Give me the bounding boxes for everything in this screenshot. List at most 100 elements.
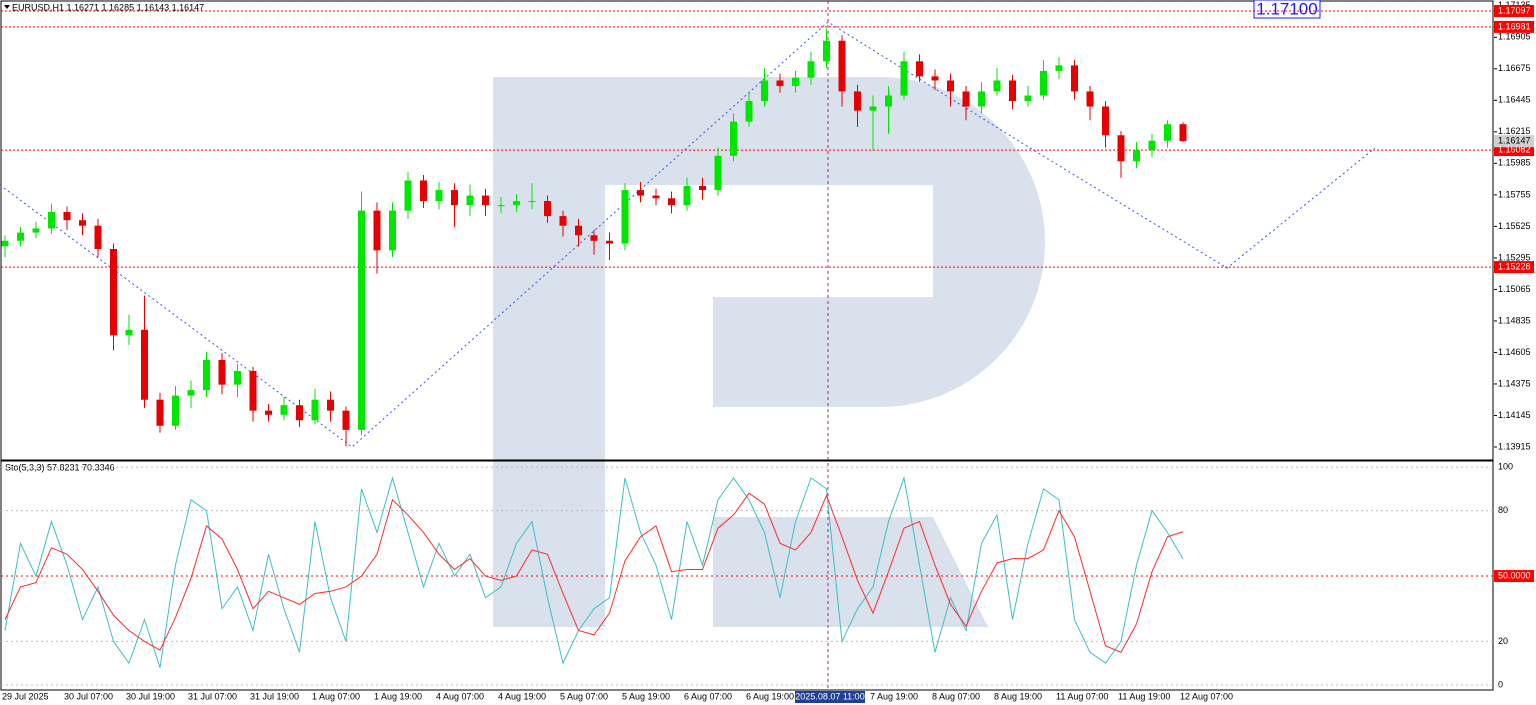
price-pane [0,0,1494,461]
y-tick-label: 1.16215 [1498,126,1531,136]
candle-body [1179,124,1187,142]
candle-body [280,405,288,415]
candle-body [869,106,877,111]
candle-body [234,370,241,385]
y-tick-label: 1.15985 [1498,158,1531,168]
candle-body [218,359,226,385]
x-tick-label: 31 Jul 19:00 [250,691,299,701]
y-tick-label: 1.16445 [1498,95,1531,105]
candle-body [652,195,660,199]
candle-body [761,80,768,102]
y-tick-label: 1.14835 [1498,315,1531,325]
y-tick-label: 20 [1498,636,1508,646]
last-price-box [1494,135,1534,148]
candle-body [466,195,474,206]
candle-body [172,395,179,426]
candle-body [404,180,412,211]
level-label-box [1494,20,1534,33]
candle-body [1055,65,1063,71]
candle-body [776,80,784,86]
candle-body [63,212,71,221]
candle-body [916,61,923,77]
candle-body [1164,124,1171,141]
y-tick-label: 0 [1498,679,1503,689]
candle-body [420,180,427,202]
candle-body [683,185,691,206]
candle-body [1148,140,1156,151]
level-label-box [1494,261,1534,274]
candle-body [265,410,272,415]
level-label: 1.16082 [1498,144,1531,154]
candle-body [823,40,830,62]
candle-body [668,198,675,206]
x-tick-label: 5 Aug 19:00 [622,691,670,701]
y-tick-label: 1.14375 [1498,378,1531,388]
candle-body [699,185,706,191]
x-tick-label: 30 Jul 19:00 [126,691,175,701]
candle-body [792,77,799,86]
candle-body [435,190,443,202]
candle-body [1117,135,1125,162]
last-price-label: 1.16147 [1498,136,1531,146]
candle-body [993,80,1001,92]
x-tick-label: 4 Aug 19:00 [498,691,546,701]
level-label: 1.15228 [1498,261,1531,271]
candle-body [1024,95,1032,102]
candle-body [373,210,381,251]
annotation: 1.17100 [1256,0,1317,18]
candle-body [48,212,55,229]
candle-body [885,95,892,107]
x-tick-label: 8 Aug 07:00 [932,691,980,701]
candle-body [249,370,257,411]
watermark-r [493,77,1045,627]
x-tick-label: 4 Aug 07:00 [436,691,484,701]
y-tick-label: 1.15295 [1498,252,1531,262]
candle-body [497,205,505,207]
x-tick-label: 7 Aug 19:00 [870,691,918,701]
candle-body [141,329,148,400]
candle-body [311,399,319,421]
candle-body [203,359,210,391]
candle-body [1102,106,1109,136]
y-tick-label: 80 [1498,505,1508,515]
stoch-pane [0,460,1494,691]
candle-body [730,121,737,156]
y-tick-label: 1.16905 [1498,32,1531,42]
forecast-line [0,21,1376,448]
candle-body [978,91,985,107]
candle-body [79,220,86,226]
y-tick-label: 1.13915 [1498,441,1531,451]
candle-body [528,201,536,203]
candle-body [807,61,815,78]
y-tick-label: 100 [1498,461,1513,471]
candle-body [125,329,133,336]
annotation-box [1253,0,1321,19]
candle-body [1,240,9,247]
y-tick-label: 1.15755 [1498,189,1531,199]
stoch-title: Sto(5,3,3) 57.8231 70.3346 [5,462,115,472]
candle-body [32,228,40,233]
x-tick-label: 5 Aug 07:00 [560,691,608,701]
candle-body [1071,65,1078,92]
candle-body [838,40,846,92]
candle-body [745,101,753,122]
x-tick-label: 1 Aug 07:00 [312,691,360,701]
candle-body [17,232,24,241]
candle-body [575,225,582,236]
x-tick-label: 12 Aug 07:00 [1180,691,1233,701]
candle-body [358,210,365,430]
y-tick-label: 1.15065 [1498,284,1531,294]
candle-body [1133,150,1140,162]
candle-body [962,91,970,107]
candle-body [389,210,396,251]
candle-body [156,399,164,426]
candle-body [1040,70,1047,96]
candle-body [1009,80,1016,102]
y-tick-label-box [1494,570,1534,583]
x-tick-label: 11 Aug 19:00 [1118,691,1170,701]
x-tick-label: 6 Aug 19:00 [746,691,794,701]
menu-icon [4,5,10,9]
x-tick-label: 31 Jul 07:00 [188,691,237,701]
